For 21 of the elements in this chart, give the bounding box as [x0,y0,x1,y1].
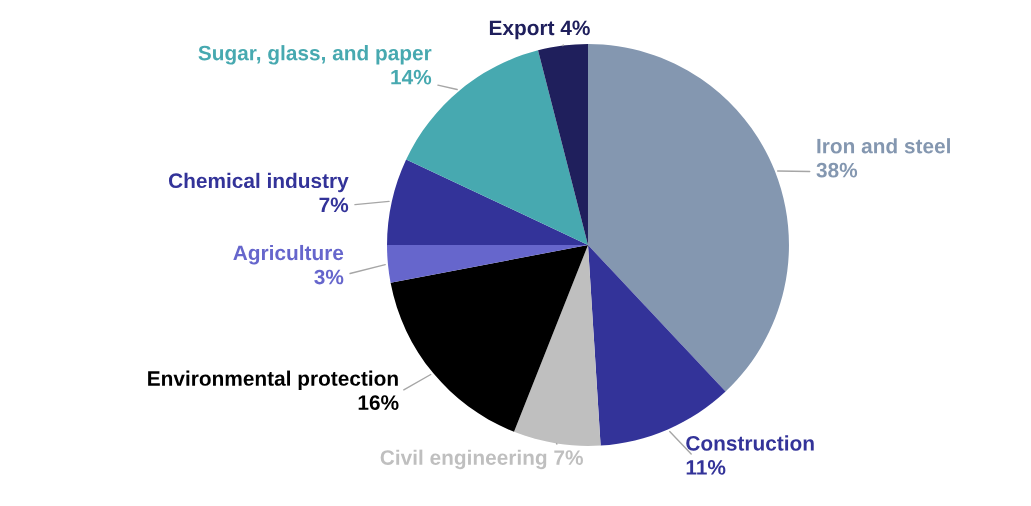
data-label: 3% [314,269,344,285]
slice-label: Export [489,20,555,40]
slice-label: Chemical industry [168,172,349,193]
data-label: 11% [686,460,726,475]
data-label: 4% [560,20,590,36]
slice-label: Construction [686,435,814,451]
slice-label: Iron and steel [817,138,950,154]
slice-label: Agriculture [233,244,344,265]
data-label: 7% [554,450,583,465]
pie-slice [387,245,588,283]
slice-label: Civil engineering [380,449,547,470]
data-label: 16% [358,395,399,410]
pie-slice [588,44,789,392]
pie-slice [387,159,588,245]
data-label: 14% [391,69,432,85]
data-label: 38% [816,162,858,178]
pie-slice [514,245,601,446]
pie-slice [538,44,588,245]
data-label: 7% [319,197,349,213]
slice-label: Sugar, glass, and paper [198,45,432,65]
slice-label: Environmental protection [148,370,398,390]
